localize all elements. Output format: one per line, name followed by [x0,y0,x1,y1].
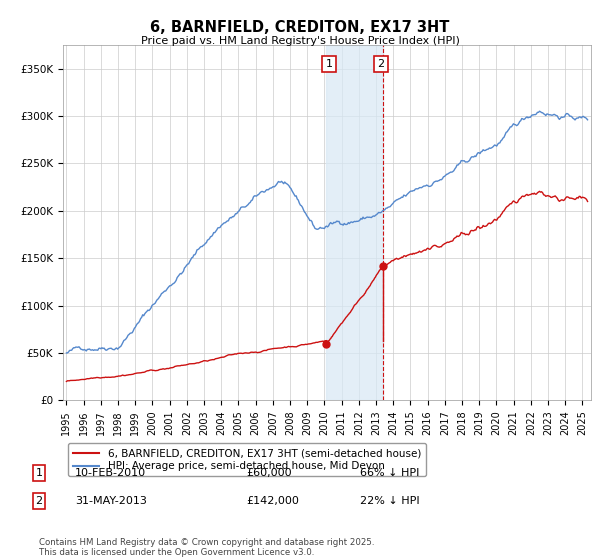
Legend: 6, BARNFIELD, CREDITON, EX17 3HT (semi-detached house), HPI: Average price, semi: 6, BARNFIELD, CREDITON, EX17 3HT (semi-d… [68,443,427,477]
Bar [326,45,383,400]
Text: 22% ↓ HPI: 22% ↓ HPI [360,496,419,506]
Text: 31-MAY-2013: 31-MAY-2013 [75,496,147,506]
Text: 1: 1 [35,468,43,478]
Text: 1: 1 [326,59,332,69]
Text: 6, BARNFIELD, CREDITON, EX17 3HT: 6, BARNFIELD, CREDITON, EX17 3HT [151,20,449,35]
Text: 2: 2 [35,496,43,506]
Text: 2: 2 [377,59,384,69]
Text: £60,000: £60,000 [246,468,292,478]
Text: Price paid vs. HM Land Registry's House Price Index (HPI): Price paid vs. HM Land Registry's House … [140,36,460,46]
Text: £142,000: £142,000 [246,496,299,506]
Text: Contains HM Land Registry data © Crown copyright and database right 2025.
This d: Contains HM Land Registry data © Crown c… [39,538,374,557]
Text: 66% ↓ HPI: 66% ↓ HPI [360,468,419,478]
Text: 10-FEB-2010: 10-FEB-2010 [75,468,146,478]
